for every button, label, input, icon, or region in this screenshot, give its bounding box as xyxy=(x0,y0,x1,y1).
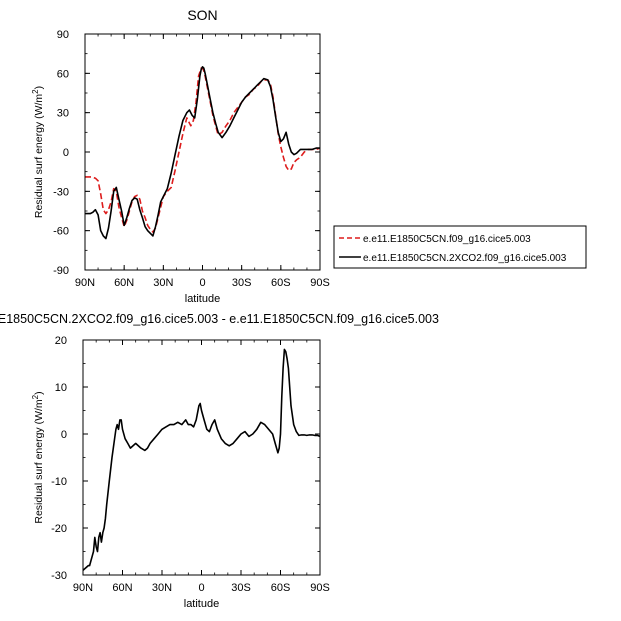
x-tick-label: 90N xyxy=(75,277,95,289)
x-tick-label: 0 xyxy=(198,582,204,594)
x-tick-label: 90S xyxy=(310,582,330,594)
x-tick-label: 30N xyxy=(153,277,173,289)
y-tick-label: -30 xyxy=(51,570,67,582)
y-axis-label-tail: ) xyxy=(33,86,45,90)
y-tick-label: 0 xyxy=(63,147,69,159)
legend: e.e11.E1850C5CN.f09_g16.cice5.003 e.e11.E… xyxy=(333,225,587,269)
y-axis-label-sup: 2 xyxy=(31,394,40,399)
x-axis-label: latitude xyxy=(185,293,220,305)
series-line-2-1 xyxy=(83,348,320,571)
x-tick-label: 90N xyxy=(73,582,93,594)
y-tick-label: -60 xyxy=(53,226,69,238)
y-tick-label: 90 xyxy=(57,29,69,41)
x-tick-label: 60S xyxy=(271,582,291,594)
y-axis-label-sup: 2 xyxy=(31,89,40,94)
y-tick-label: 20 xyxy=(55,335,67,347)
x-tick-label: 30S xyxy=(231,582,251,594)
x-tick-label: 90S xyxy=(310,277,330,289)
y-axis-label: Residual surf energy (W/m2) xyxy=(31,391,45,523)
y-tick-label: -90 xyxy=(53,265,69,277)
y-axis-label-main: Residual surf energy (W/m xyxy=(33,399,45,524)
chart-title-top: SON xyxy=(187,7,217,23)
x-tick-label: 60S xyxy=(271,277,291,289)
y-axis-label-tail: ) xyxy=(33,391,45,395)
chart-title-bottom: e.e11.E1850C5CN.2XCO2.f09_g16.cice5.003 … xyxy=(0,312,439,326)
x-axis-label: latitude xyxy=(184,598,219,610)
x-tick-label: 30N xyxy=(152,582,172,594)
y-tick-label: -10 xyxy=(51,476,67,488)
legend-label-2: e.e11.E1850C5CN.2XCO2.f09_g16.cice5.003 xyxy=(363,253,567,264)
x-tick-label: 60N xyxy=(114,277,134,289)
y-tick-label: 0 xyxy=(61,429,67,441)
x-tick-label: 0 xyxy=(199,277,205,289)
chart-panel-2: e.e11.E1850C5CN.2XCO2.f09_g16.cice5.003 … xyxy=(0,312,439,610)
y-tick-label: 10 xyxy=(55,382,67,394)
plot-frame xyxy=(82,339,321,576)
x-tick-label: 60N xyxy=(112,582,132,594)
y-tick-label: -20 xyxy=(51,523,67,535)
x-tick-label: 30S xyxy=(232,277,252,289)
y-tick-label: 60 xyxy=(57,68,69,80)
y-tick-label: -30 xyxy=(53,186,69,198)
series-line-1-2 xyxy=(85,66,320,240)
y-axis-label-main: Residual surf energy (W/m xyxy=(33,94,45,219)
legend-box xyxy=(333,225,587,269)
legend-label-1: e.e11.E1850C5CN.f09_g16.cice5.003 xyxy=(363,234,531,245)
y-axis-label: Residual surf energy (W/m2) xyxy=(31,86,45,218)
chart-panel-1: SON 90N 60N 30N 0 30S 60S 90S 90 60 30 0 -30 -60 -90 la… xyxy=(31,7,587,305)
y-tick-label: 30 xyxy=(57,108,69,120)
